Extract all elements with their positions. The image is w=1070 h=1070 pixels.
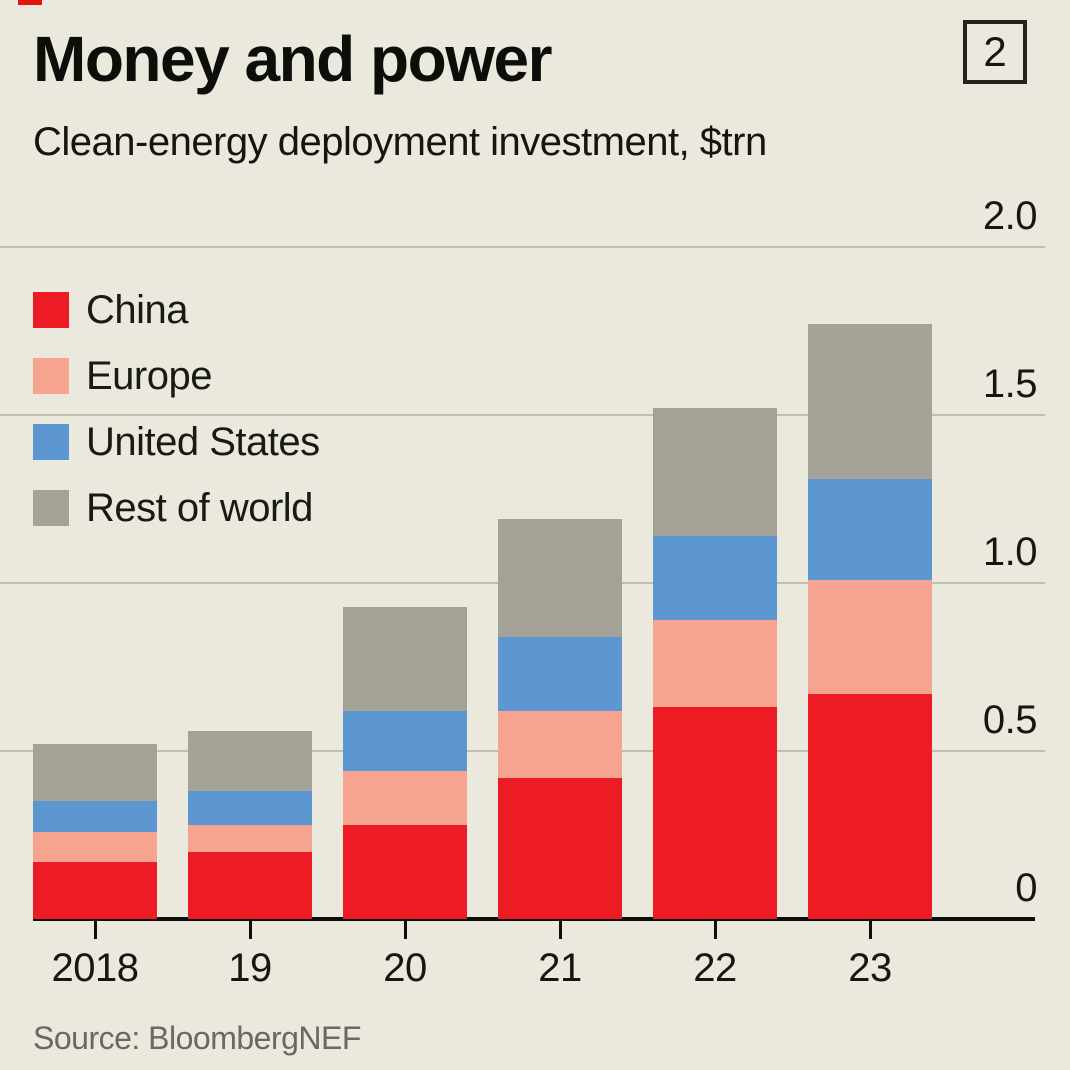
bar-segment-china-19 xyxy=(188,851,312,919)
legend-item-europe: Europe xyxy=(33,354,212,398)
legend-item-rest-of-world: Rest of world xyxy=(33,486,313,530)
bar-segment-united-states-21 xyxy=(498,636,622,711)
legend-swatch-rest-of-world xyxy=(33,490,69,526)
chart-subtitle: Clean-energy deployment investment, $trn xyxy=(33,120,767,164)
gridline-2 xyxy=(0,246,1045,248)
bar-segment-united-states-20 xyxy=(343,710,467,772)
x-tick-label-21: 21 xyxy=(538,946,582,990)
bar-segment-rest-of-world-22 xyxy=(653,408,777,536)
bar-segment-europe-22 xyxy=(653,619,777,708)
bar-segment-china-23 xyxy=(808,693,932,919)
x-tick-21 xyxy=(559,921,562,939)
bar-segment-rest-of-world-2018 xyxy=(33,744,157,802)
bar-segment-united-states-2018 xyxy=(33,801,157,832)
bar-segment-china-20 xyxy=(343,824,467,919)
y-tick-label-1.0: 1.0 xyxy=(982,530,1038,574)
legend-item-china: China xyxy=(33,288,189,332)
x-tick-23 xyxy=(869,921,872,939)
bar-segment-europe-21 xyxy=(498,710,622,778)
chart-legend: China Europe United States Rest of world xyxy=(20,270,392,538)
legend-swatch-europe xyxy=(33,358,69,394)
bar-segment-europe-2018 xyxy=(33,831,157,862)
bar-segment-europe-20 xyxy=(343,771,467,825)
legend-label: Rest of world xyxy=(86,485,313,530)
y-tick-label-1.5: 1.5 xyxy=(982,362,1038,406)
x-tick-label-2018: 2018 xyxy=(51,946,139,990)
y-tick-label-0.5: 0.5 xyxy=(982,698,1038,742)
bar-segment-united-states-19 xyxy=(188,791,312,825)
legend-label: China xyxy=(86,287,189,332)
legend-swatch-united-states xyxy=(33,424,69,460)
bar-segment-rest-of-world-20 xyxy=(343,606,467,711)
x-tick-19 xyxy=(249,921,252,939)
x-axis-line xyxy=(33,917,1035,921)
x-tick-20 xyxy=(404,921,407,939)
x-tick-2018 xyxy=(94,921,97,939)
legend-swatch-china xyxy=(33,292,69,328)
x-tick-label-19: 19 xyxy=(228,946,272,990)
gridline-1.5 xyxy=(0,414,1045,416)
bar-segment-europe-19 xyxy=(188,824,312,852)
legend-item-united-states: United States xyxy=(33,420,320,464)
bar-segment-united-states-23 xyxy=(808,478,932,580)
bar-segment-china-21 xyxy=(498,777,622,919)
bar-segment-europe-23 xyxy=(808,579,932,694)
y-tick-label-0: 0 xyxy=(1015,866,1037,910)
bar-segment-rest-of-world-19 xyxy=(188,730,312,792)
bar-segment-china-22 xyxy=(653,707,777,919)
bar-segment-rest-of-world-21 xyxy=(498,519,622,637)
source-note: Source: BloombergNEF xyxy=(33,1020,361,1056)
x-tick-label-22: 22 xyxy=(693,946,737,990)
legend-label: United States xyxy=(86,419,320,464)
figure-number-box: 2 xyxy=(963,20,1027,84)
x-tick-label-23: 23 xyxy=(848,946,892,990)
figure-number: 2 xyxy=(983,28,1007,75)
brand-red-tag xyxy=(18,0,42,5)
legend-label: Europe xyxy=(86,353,212,398)
x-tick-label-20: 20 xyxy=(383,946,427,990)
page-title: Money and power xyxy=(33,23,553,95)
bar-segment-rest-of-world-23 xyxy=(808,324,932,479)
x-tick-22 xyxy=(714,921,717,939)
y-tick-label-2.0: 2.0 xyxy=(982,194,1038,238)
bar-segment-china-2018 xyxy=(33,861,157,919)
bar-segment-united-states-22 xyxy=(653,535,777,620)
